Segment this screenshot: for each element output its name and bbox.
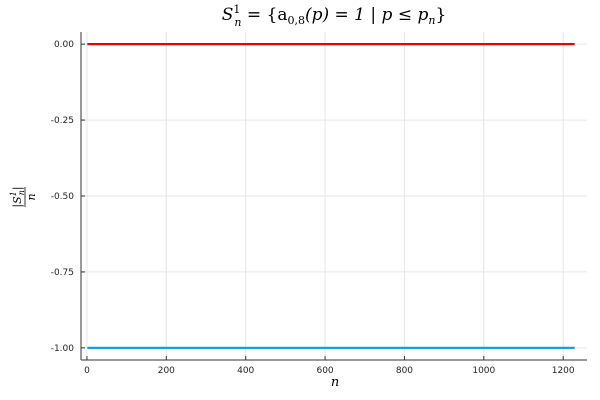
y-axis-label-denominator: n (25, 193, 38, 200)
y-axis-label-numerator: |S1n| (9, 186, 26, 207)
x-tick-label: 1200 (552, 366, 575, 376)
x-tick-label: 600 (316, 366, 333, 376)
y-tick-label: -0.75 (51, 268, 74, 278)
x-tick-label: 400 (237, 366, 254, 376)
y-tick-label: -0.25 (51, 116, 74, 126)
series-layer (87, 43, 575, 349)
y-tick-label: -1.00 (51, 344, 75, 354)
x-axis-label: n (331, 375, 339, 390)
y-tick-label: 0.00 (54, 40, 74, 50)
grid-layer (81, 32, 587, 360)
x-tick-label: 0 (84, 366, 90, 376)
x-tick-label: 800 (396, 366, 413, 376)
y-axis-label: |S1n| n (9, 186, 38, 207)
x-tick-label: 1000 (472, 366, 495, 376)
tick-labels: 0 200 400 600 800 1000 1200 0.00 -0.25 -0.50 -0.75… (51, 40, 575, 376)
y-tick-label: -0.50 (51, 192, 75, 202)
x-tick-label: 200 (158, 366, 175, 376)
chart-title: S1 n = {a0,8(p) = 1 | p ≤ pn} (222, 3, 447, 29)
axis-layer (80, 32, 587, 361)
